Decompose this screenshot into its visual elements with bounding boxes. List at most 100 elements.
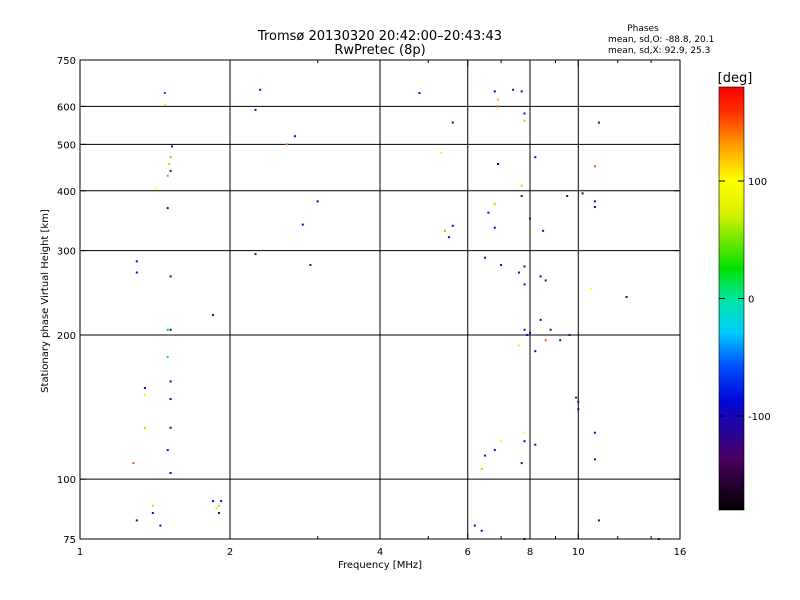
data-point	[132, 462, 135, 465]
x-tick-label: 8	[527, 547, 533, 558]
chart-subtitle: RwPretec (8p)	[334, 43, 425, 58]
phases-mean-o: mean, sd,O: -88.8, 20.1	[608, 35, 714, 45]
data-points	[132, 88, 660, 540]
data-point	[135, 519, 138, 522]
data-point	[171, 145, 173, 148]
data-point	[487, 211, 490, 214]
y-axis-label: Stationary phase Virtual Height [km]	[40, 209, 51, 393]
data-point	[135, 271, 138, 274]
data-point	[493, 90, 496, 93]
colorbar-label: [deg]	[718, 71, 753, 86]
x-tick-label: 16	[674, 547, 687, 558]
data-point	[534, 350, 537, 353]
data-point	[500, 264, 503, 266]
data-point	[529, 217, 531, 220]
data-point	[497, 163, 499, 165]
colorbar-tick-label: -100	[748, 412, 771, 423]
data-point	[625, 296, 628, 298]
data-point	[520, 184, 523, 187]
data-point	[523, 440, 526, 443]
data-point	[523, 112, 526, 115]
y-tick-label: 750	[57, 56, 76, 67]
data-point	[523, 119, 526, 122]
data-point	[581, 192, 584, 195]
colorbar-ticks: 100 0 -100	[719, 177, 771, 423]
x-tick-label: 6	[465, 547, 471, 558]
colorbar-tick-label: 0	[748, 295, 754, 306]
y-tick-label: 600	[57, 102, 76, 113]
data-point	[143, 426, 146, 429]
data-point	[163, 103, 166, 106]
data-point	[526, 334, 529, 336]
data-point	[493, 449, 496, 452]
y-tick-label: 75	[63, 535, 76, 546]
data-point	[169, 426, 172, 429]
data-point	[166, 355, 169, 358]
data-point	[480, 468, 483, 470]
data-point	[568, 334, 571, 336]
colorbar-tick-label: 100	[748, 177, 767, 188]
data-point	[589, 287, 592, 290]
data-point	[597, 121, 600, 124]
data-point	[166, 328, 169, 331]
data-point	[500, 440, 503, 443]
grid-lines	[80, 60, 680, 539]
data-point	[549, 328, 552, 331]
y-tick-label: 400	[57, 187, 76, 198]
data-point	[212, 314, 215, 317]
y-tick-label: 100	[57, 475, 76, 486]
data-point	[523, 328, 526, 331]
data-point	[159, 524, 162, 527]
data-point	[217, 512, 220, 514]
x-axis-ticks: 1 2 4 6 8 10 16	[77, 60, 687, 558]
data-point	[169, 398, 172, 400]
data-point	[254, 253, 257, 256]
data-point	[480, 529, 483, 532]
data-point	[593, 458, 596, 461]
data-point	[493, 203, 496, 206]
data-point	[529, 331, 531, 334]
data-point	[309, 264, 312, 266]
data-point	[493, 226, 496, 229]
data-point	[169, 380, 172, 383]
data-point	[293, 135, 296, 138]
data-point	[169, 156, 172, 159]
data-point	[259, 88, 262, 91]
data-point	[169, 169, 172, 172]
data-point	[151, 512, 154, 514]
data-point	[151, 504, 154, 507]
x-tick-label: 1	[77, 547, 83, 558]
data-point	[168, 163, 171, 165]
data-point	[577, 400, 580, 403]
data-point	[520, 195, 523, 197]
data-point	[212, 500, 215, 503]
data-point	[517, 271, 520, 274]
phases-mean-x: mean, sd,X: 92.9, 25.3	[608, 46, 710, 56]
data-point	[497, 105, 499, 108]
data-point	[593, 165, 596, 168]
data-point	[169, 328, 172, 331]
data-point	[593, 200, 596, 203]
data-point	[143, 393, 146, 396]
data-point	[593, 206, 596, 208]
data-point	[559, 339, 562, 342]
data-point	[220, 500, 223, 503]
data-point	[566, 195, 569, 197]
data-point	[451, 121, 454, 124]
data-point	[447, 236, 450, 239]
data-point	[451, 224, 454, 227]
y-tick-label: 200	[57, 331, 76, 342]
data-point	[143, 387, 146, 389]
data-point	[539, 275, 542, 278]
data-point	[169, 472, 172, 474]
data-point	[473, 524, 476, 527]
data-point	[163, 92, 166, 94]
data-point	[597, 519, 600, 522]
data-point	[418, 92, 421, 94]
y-tick-label: 500	[57, 140, 76, 151]
data-point	[593, 431, 596, 434]
chart-title: Tromsø 20130320 20:42:00–20:43:43	[257, 29, 502, 44]
x-tick-label: 4	[377, 547, 383, 558]
x-axis-label: Frequency [MHz]	[338, 560, 422, 571]
data-point	[523, 265, 526, 268]
